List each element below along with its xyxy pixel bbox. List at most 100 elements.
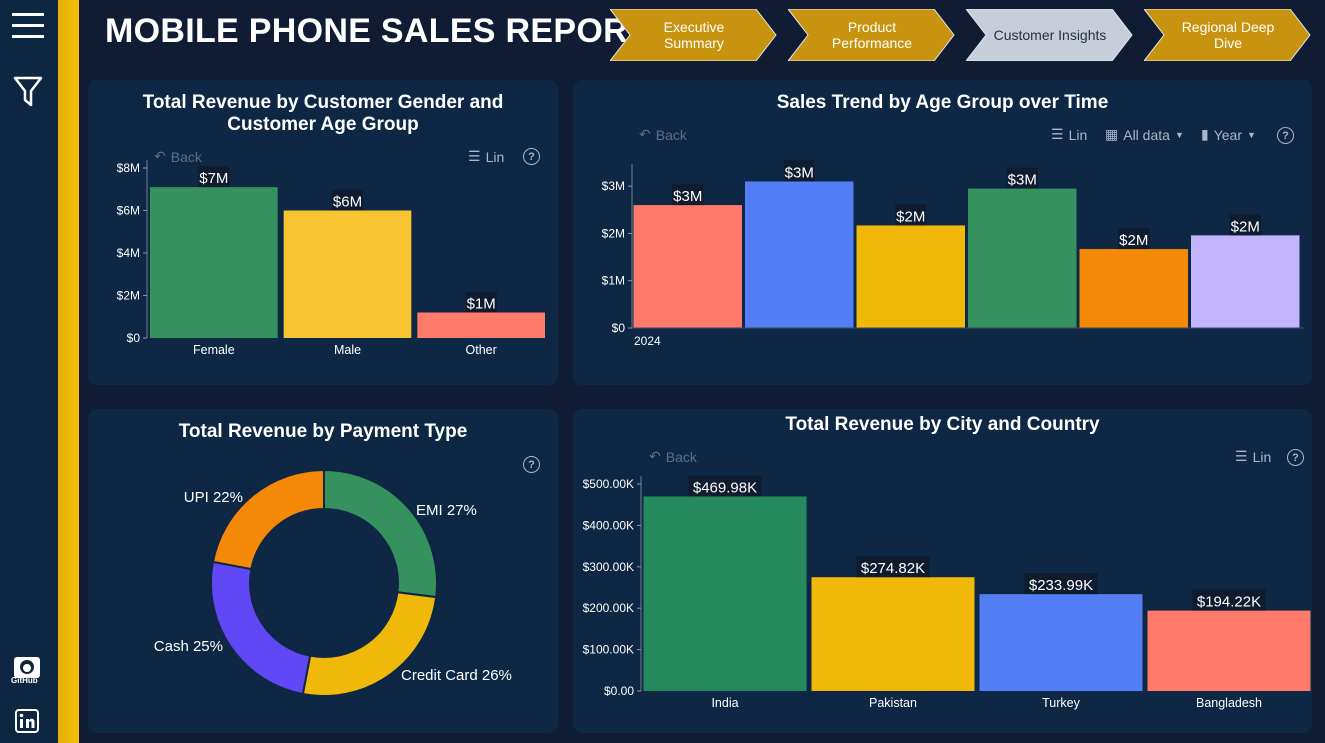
y-tick-label: $0.00 (604, 684, 634, 698)
bar (150, 187, 278, 338)
data-label-background (856, 556, 930, 578)
data-label-background (1229, 214, 1261, 236)
nav-label: Product Performance (831, 19, 913, 51)
nav-product-performance[interactable]: Product Performance (788, 9, 956, 61)
age-trend-panel: Sales Trend by Age Group over Time ↶ Back… (573, 80, 1312, 385)
y-tick-label: $400.00K (583, 518, 634, 532)
bar (1147, 610, 1311, 691)
slice-label: UPI 22% (184, 489, 243, 506)
back-arrow-icon: ↶ (154, 148, 166, 164)
data-label-background (331, 189, 364, 211)
data-label-background (783, 160, 815, 182)
github-label: GitHub (11, 676, 38, 685)
x-tick-label: Turkey (1042, 696, 1080, 710)
list-icon: ☰ (468, 148, 481, 164)
bar-chart-icon: ▮ (1201, 126, 1209, 142)
data-label: $1M (467, 296, 496, 313)
data-label: $3M (1008, 172, 1037, 189)
back-button[interactable]: ↶ Back (639, 126, 687, 143)
donut-slice (211, 468, 325, 571)
x-tick-label: India (711, 696, 738, 710)
help-icon[interactable]: ? (1287, 449, 1304, 466)
bar (968, 188, 1077, 328)
lin-toggle[interactable]: ☰ Lin (1051, 126, 1088, 143)
bar (856, 225, 965, 328)
lin-toggle[interactable]: ☰ Lin (468, 148, 505, 165)
bar (1079, 249, 1188, 328)
help-icon[interactable]: ? (523, 456, 540, 473)
data-label: $2M (1119, 232, 1148, 249)
x-tick-label: Female (193, 343, 235, 357)
x-tick-label: Bangladesh (1196, 696, 1262, 710)
data-label: $6M (333, 194, 362, 211)
nav-label: Executive Summary (663, 19, 725, 51)
y-tick-label: $1M (602, 274, 625, 288)
x-tick-label: Other (466, 343, 497, 357)
bar (745, 181, 854, 328)
back-button[interactable]: ↶ Back (649, 448, 697, 465)
caret-down-icon: ▼ (1247, 129, 1256, 140)
all-data-dropdown[interactable]: ▦ All data ▼ (1105, 126, 1184, 143)
help-icon[interactable]: ? (1277, 127, 1294, 144)
y-tick-label: $6M (117, 204, 140, 218)
bar (811, 577, 975, 691)
filter-funnel-icon[interactable] (10, 74, 46, 110)
age-trend-bar-chart: $0 $1M $2M $3M $3M $3M $2M $3M $2M $2M 2024 (602, 160, 1304, 348)
nav-regional-deep-dive[interactable]: Regional Deep Dive (1144, 9, 1312, 61)
y-tick-label: $8M (117, 161, 140, 175)
caret-down-icon: ▼ (1174, 129, 1184, 140)
nav-executive-summary[interactable]: Executive Summary (610, 9, 778, 61)
help-icon[interactable]: ? (523, 148, 540, 165)
data-label: $469.98K (693, 479, 757, 496)
lin-toggle[interactable]: ☰ Lin (1235, 448, 1272, 465)
bar (1191, 235, 1300, 328)
data-label-background (465, 291, 497, 313)
y-tick-label: $2M (602, 226, 625, 240)
page-title: MOBILE PHONE SALES REPORT (105, 12, 649, 50)
payment-chart-title: Total Revenue by Payment Type (178, 421, 468, 442)
gender-chart-title: Total Revenue by Customer Gender and Cus… (142, 92, 504, 135)
data-label-background (1024, 573, 1098, 595)
bar (633, 205, 742, 328)
age-trend-chart-title: Sales Trend by Age Group over Time (776, 92, 1109, 113)
x-tick-label: Pakistan (869, 696, 917, 710)
year-dropdown[interactable]: ▮ Year ▼ (1201, 126, 1256, 143)
country-revenue-panel: Total Revenue by City and Country ↶ Back … (573, 409, 1312, 733)
data-label: $194.22K (1197, 594, 1261, 611)
gold-accent-stripe (58, 0, 79, 743)
data-label-background (198, 166, 230, 188)
nav-label: Customer Insights (993, 27, 1107, 43)
data-label: $3M (673, 188, 702, 205)
country-bar-chart: $0.00 $100.00K $200.00K $300.00K $400.00K $50… (583, 475, 1311, 710)
country-chart-title: Total Revenue by City and Country (785, 414, 1100, 435)
data-label: $2M (896, 208, 925, 225)
y-tick-label: $4M (117, 246, 140, 260)
data-label-background (895, 204, 927, 226)
data-label: $3M (785, 164, 814, 181)
data-label: $274.82K (861, 560, 925, 577)
bar (979, 594, 1143, 691)
github-icon[interactable]: GitHub (11, 656, 43, 686)
gender-revenue-panel: Total Revenue by Customer Gender and Cus… (88, 80, 558, 385)
data-label: $233.99K (1029, 577, 1093, 594)
back-button[interactable]: ↶ Back (154, 148, 202, 165)
y-tick-label: $3M (602, 179, 625, 193)
payment-type-panel: Total Revenue by Payment Type ? EMI 27% C… (88, 409, 558, 733)
slice-label: Credit Card 26% (401, 667, 512, 684)
y-tick-label: $0 (612, 321, 626, 335)
hamburger-menu-icon[interactable] (10, 8, 46, 44)
y-tick-label: $100.00K (583, 643, 634, 657)
nav-customer-insights[interactable]: Customer Insights (966, 9, 1134, 61)
back-arrow-icon: ↶ (649, 448, 661, 464)
gender-bar-chart: $0 $2M $4M $6M $8M $7M Female $6M Male $1M Other (117, 160, 545, 357)
data-label-background (1006, 167, 1038, 189)
list-icon: ☰ (1051, 126, 1064, 142)
linkedin-icon[interactable] (15, 709, 39, 733)
left-sidebar: GitHub (0, 0, 58, 743)
donut-slice (323, 468, 438, 599)
calendar-icon: ▦ (1105, 126, 1119, 142)
slice-label: Cash 25% (154, 638, 223, 655)
bar (643, 496, 807, 691)
data-label: $2M (1231, 218, 1260, 235)
